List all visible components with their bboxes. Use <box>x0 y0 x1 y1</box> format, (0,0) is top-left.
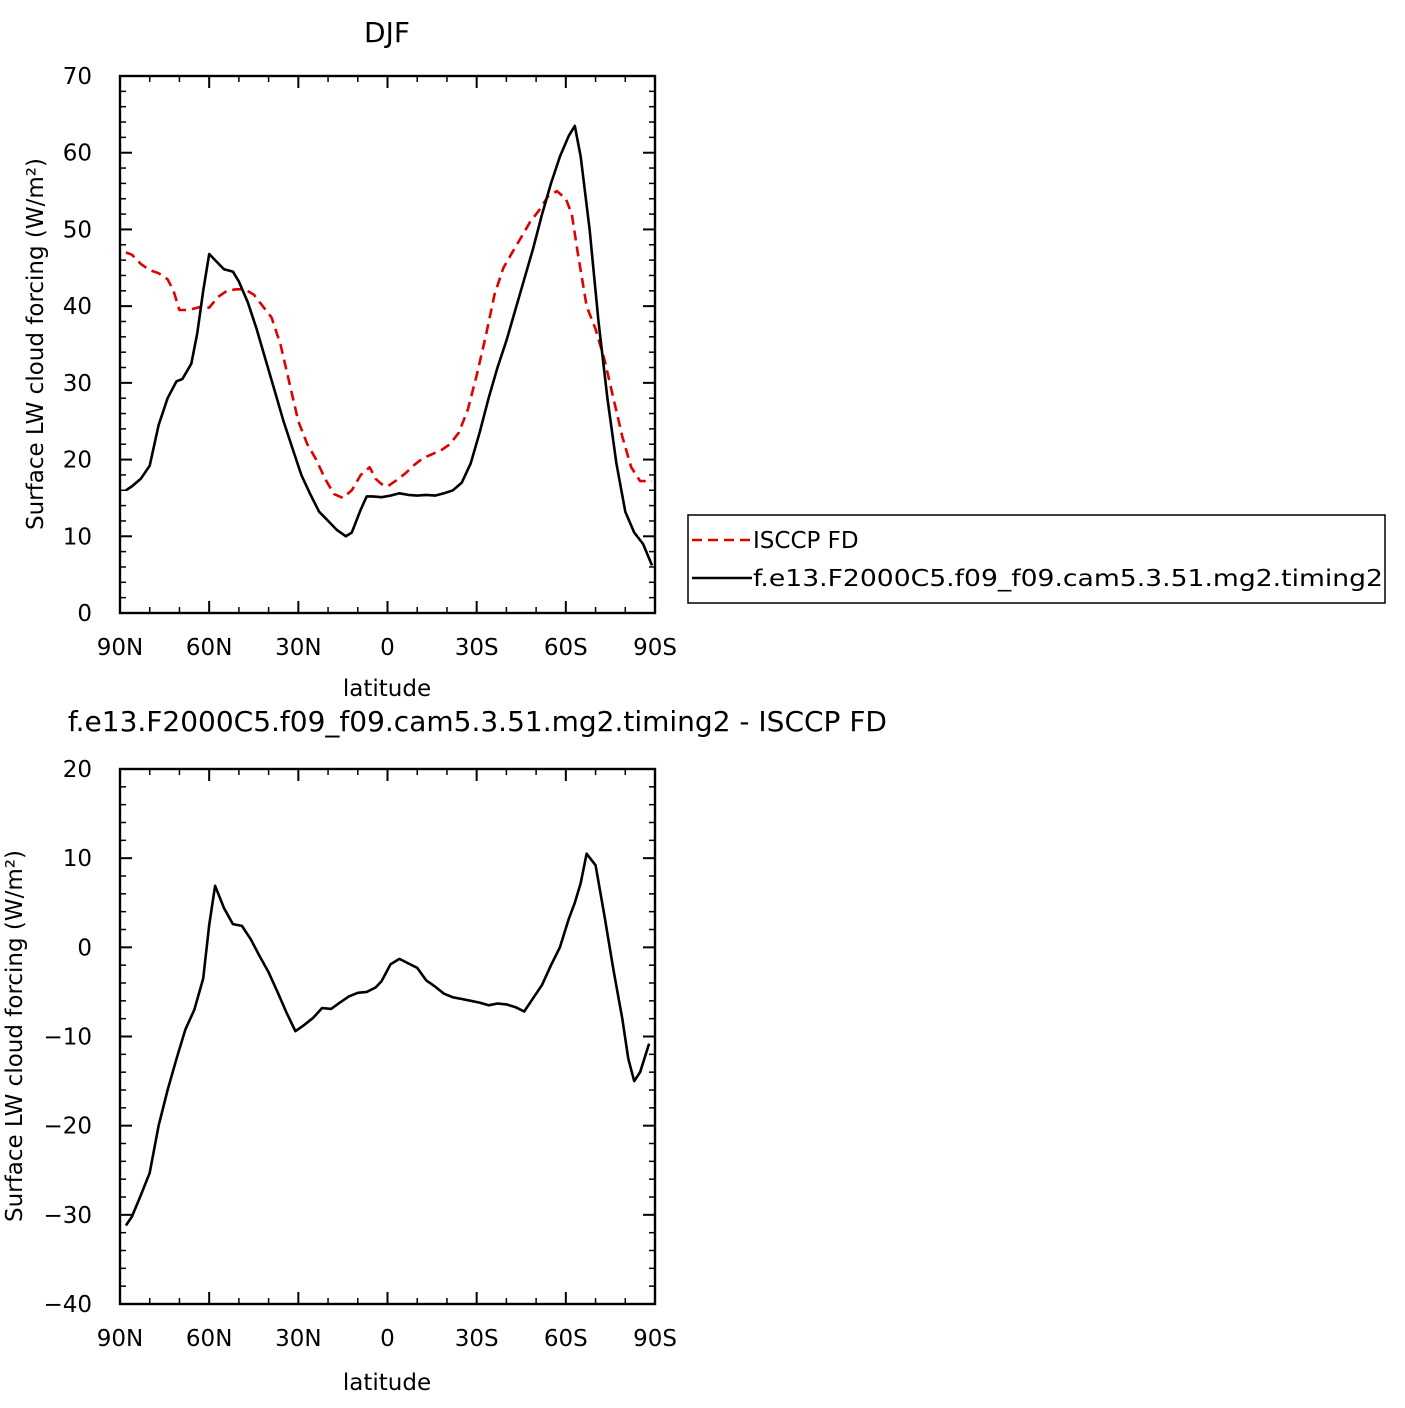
tick-marks <box>119 768 656 1305</box>
y-tick-label: 60 <box>63 141 92 167</box>
chart-title-difference: f.e13.F2000C5.f09_f09.cam5.3.51.mg2.timi… <box>68 705 887 738</box>
x-tick-label: 0 <box>380 635 395 661</box>
plot-lines <box>124 852 651 1227</box>
x-tick-labels: 90N 60N 30N 0 30S 60S 90S <box>97 635 677 661</box>
x-tick-label: 60S <box>544 635 588 661</box>
y-tick-label: −30 <box>43 1203 92 1229</box>
y-tick-labels: −40 −30 −20 −10 0 10 20 <box>43 757 92 1318</box>
y-axis-label: Surface LW cloud forcing (W/m²) <box>23 158 49 530</box>
legend-label-isccp: ISCCP FD <box>753 528 859 554</box>
y-tick-label: 50 <box>63 217 92 243</box>
y-tick-label: 70 <box>63 64 92 90</box>
x-tick-label: 90S <box>633 635 677 661</box>
legend-box <box>687 514 1386 604</box>
x-tick-label: 30S <box>455 1326 499 1352</box>
series-line-difference <box>124 852 651 1227</box>
series-line-model <box>125 124 654 566</box>
y-tick-label: 40 <box>63 294 92 320</box>
y-tick-label: 20 <box>63 757 92 783</box>
x-tick-label: 60N <box>186 635 232 661</box>
x-tick-label: 90N <box>97 635 143 661</box>
x-tick-labels: 90N 60N 30N 0 30S 60S 90S <box>97 1326 677 1352</box>
tick-marks <box>119 75 656 614</box>
legend-label-model: f.e13.F2000C5.f09_f09.cam5.3.51.mg2.timi… <box>753 566 1383 592</box>
y-tick-label: 0 <box>77 601 92 627</box>
y-tick-label: 30 <box>63 371 92 397</box>
y-tick-label: 0 <box>77 935 92 961</box>
plot-frame <box>118 767 657 1306</box>
panel-djf: DJF 90N 60N 30N 0 30S 60S 90S 010203040506070 … <box>23 16 677 702</box>
y-tick-label: 10 <box>63 846 92 872</box>
x-tick-label: 30S <box>455 635 499 661</box>
x-tick-label: 30N <box>275 1326 321 1352</box>
y-tick-label: −10 <box>43 1025 92 1051</box>
y-tick-label: 10 <box>63 524 92 550</box>
x-tick-label: 60N <box>186 1326 232 1352</box>
x-axis-label: latitude <box>343 676 431 702</box>
plot-frame <box>118 74 657 615</box>
panel-difference: f.e13.F2000C5.f09_f09.cam5.3.51.mg2.timi… <box>2 705 887 1396</box>
y-axis-label: Surface LW cloud forcing (W/m²) <box>2 850 28 1222</box>
chart-title-djf: DJF <box>364 16 410 49</box>
plot-lines <box>125 124 654 566</box>
legend: ISCCP FD f.e13.F2000C5.f09_f09.cam5.3.51… <box>687 514 1386 604</box>
x-tick-label: 90N <box>97 1326 143 1352</box>
y-tick-labels: 0 10 20 30 40 50 60 70 <box>63 64 92 627</box>
x-axis-label: latitude <box>343 1370 431 1396</box>
x-tick-label: 90S <box>633 1326 677 1352</box>
y-tick-label: −40 <box>43 1292 92 1318</box>
x-tick-label: 60S <box>544 1326 588 1352</box>
x-tick-label: 0 <box>380 1326 395 1352</box>
series-line-isccp <box>125 189 652 500</box>
y-tick-label: 20 <box>63 448 92 474</box>
y-tick-label: −20 <box>43 1114 92 1140</box>
x-tick-label: 30N <box>275 635 321 661</box>
